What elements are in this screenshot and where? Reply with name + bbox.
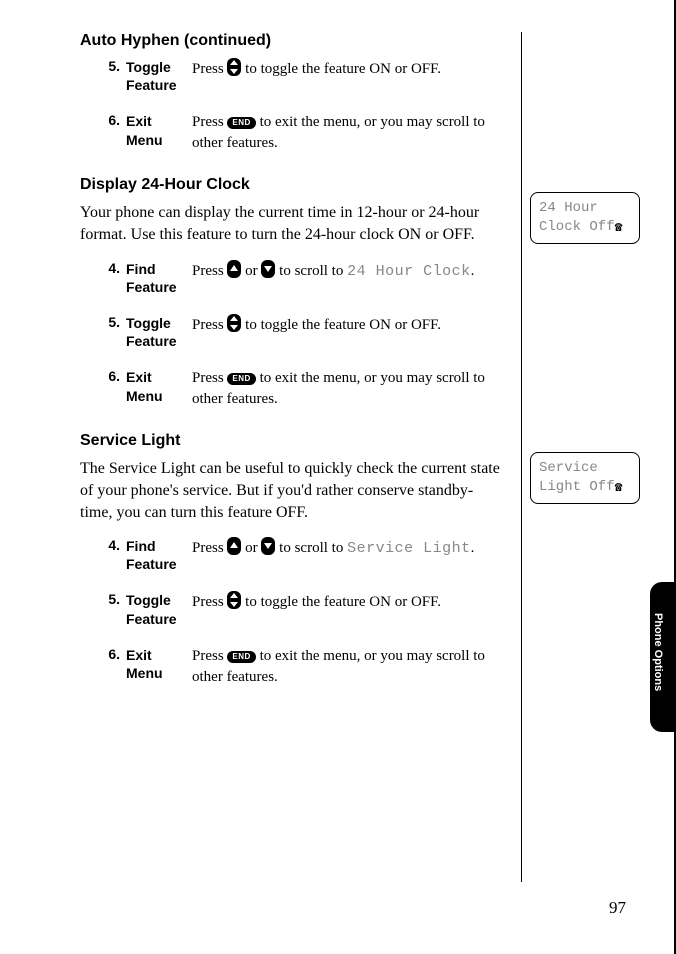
lcd-text: Service Light (347, 540, 471, 557)
step-row: 4. Find Feature Press or to scroll to 24… (80, 260, 500, 296)
section-clock: Display 24-Hour Clock Your phone can dis… (80, 176, 500, 410)
phone-display-service: Service Light Off☎ (530, 452, 640, 504)
phone-display-clock: 24 Hour Clock Off☎ (530, 192, 640, 244)
page-number: 97 (609, 898, 626, 918)
step-number: 5. (98, 58, 120, 94)
step-row: 5. Toggle Feature Press to toggle the fe… (80, 58, 500, 94)
step-number: 5. (98, 314, 120, 350)
step-label: Toggle Feature (126, 314, 192, 350)
step-row: 5. Toggle Feature Press to toggle the fe… (80, 591, 500, 627)
step-number: 6. (98, 368, 120, 410)
up-icon (227, 260, 241, 278)
down-icon (261, 260, 275, 278)
spacer (530, 254, 640, 452)
step-number: 6. (98, 646, 120, 688)
step-description: Press END to exit the menu, or you may s… (192, 646, 500, 688)
end-icon: END (227, 117, 255, 129)
section-tab: Phone Options (650, 582, 674, 732)
section-auto-hyphen: Auto Hyphen (continued) 5. Toggle Featur… (80, 32, 500, 154)
step-description: Press END to exit the menu, or you may s… (192, 112, 500, 154)
step-label: Exit Menu (126, 368, 192, 410)
step-number: 6. (98, 112, 120, 154)
step-label: Exit Menu (126, 112, 192, 154)
step-row: 4. Find Feature Press or to scroll to Se… (80, 537, 500, 573)
section-title: Auto Hyphen (continued) (80, 32, 500, 50)
step-label: Toggle Feature (126, 58, 192, 94)
tab-label: Phone Options (652, 613, 664, 691)
column-divider (521, 32, 522, 882)
step-row: 5. Toggle Feature Press to toggle the fe… (80, 314, 500, 350)
section-service: Service Light The Service Light can be u… (80, 432, 500, 688)
up-down-icon (227, 314, 241, 332)
step-number: 4. (98, 260, 120, 296)
step-description: Press to toggle the feature ON or OFF. (192, 58, 500, 94)
phone-icon: ☎ (615, 219, 623, 237)
step-description: Press to toggle the feature ON or OFF. (192, 314, 500, 350)
step-description: Press END to exit the menu, or you may s… (192, 368, 500, 410)
step-row: 6. Exit Menu Press END to exit the menu,… (80, 112, 500, 154)
section-body: Your phone can display the current time … (80, 202, 500, 245)
step-number: 5. (98, 591, 120, 627)
step-number: 4. (98, 537, 120, 573)
step-description: Press to toggle the feature ON or OFF. (192, 591, 500, 627)
step-row: 6. Exit Menu Press END to exit the menu,… (80, 646, 500, 688)
end-icon: END (227, 373, 255, 385)
page: Auto Hyphen (continued) 5. Toggle Featur… (0, 0, 676, 954)
down-icon (261, 537, 275, 555)
phone-icon: ☎ (615, 479, 623, 497)
section-title: Service Light (80, 432, 500, 450)
up-icon (227, 537, 241, 555)
step-description: Press or to scroll to Service Light. (192, 537, 500, 573)
up-down-icon (227, 58, 241, 76)
up-down-icon (227, 591, 241, 609)
spacer (530, 32, 640, 192)
side-column: 24 Hour Clock Off☎ Service Light Off☎ (530, 32, 640, 514)
step-label: Exit Menu (126, 646, 192, 688)
step-row: 6. Exit Menu Press END to exit the menu,… (80, 368, 500, 410)
section-title: Display 24-Hour Clock (80, 176, 500, 194)
section-body: The Service Light can be useful to quick… (80, 458, 500, 523)
end-icon: END (227, 651, 255, 663)
step-description: Press or to scroll to 24 Hour Clock. (192, 260, 500, 296)
step-label: Toggle Feature (126, 591, 192, 627)
main-column: Auto Hyphen (continued) 5. Toggle Featur… (80, 32, 500, 710)
step-label: Find Feature (126, 537, 192, 573)
lcd-text: 24 Hour Clock (347, 263, 471, 280)
step-label: Find Feature (126, 260, 192, 296)
